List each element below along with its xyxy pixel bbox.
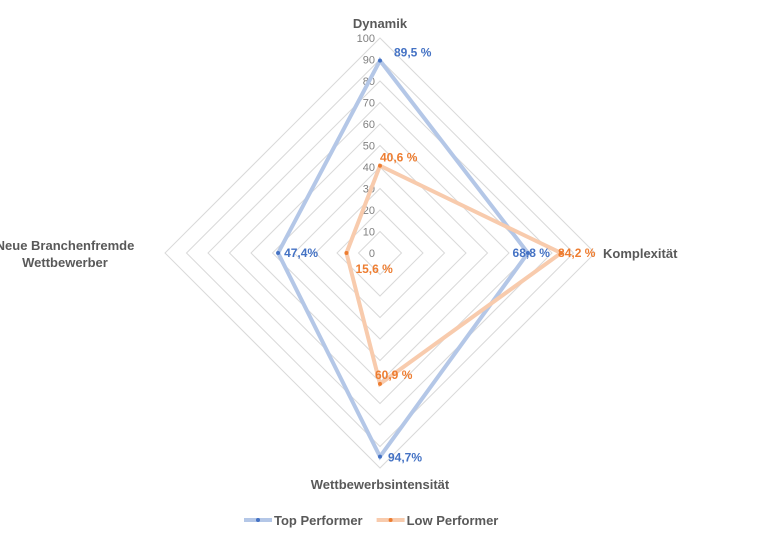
axis-label: Wettbewerbsintensität <box>311 477 450 492</box>
tick-label: 70 <box>363 98 375 110</box>
legend-marker <box>256 518 260 522</box>
data-label: 94,7% <box>388 451 422 465</box>
tick-label: 60 <box>363 119 375 131</box>
grid-ring <box>271 144 489 362</box>
series-marker <box>525 251 530 255</box>
grid-ring <box>336 209 424 297</box>
grid-ring <box>314 187 446 319</box>
grid-ring <box>357 230 403 276</box>
data-label: 84,2 % <box>558 246 596 260</box>
axis-label: Dynamik <box>353 16 408 31</box>
legend-item[interactable]: Low Performer <box>376 513 499 528</box>
legend-item[interactable]: Top Performer <box>244 513 363 528</box>
legend[interactable]: Top Performer Low Performer <box>244 513 498 528</box>
series-marker <box>559 251 564 255</box>
tick-label: 50 <box>363 141 375 153</box>
series-marker <box>378 381 382 386</box>
legend-label: Top Performer <box>274 513 363 528</box>
axis-label: Komplexität <box>603 246 678 261</box>
series-marker <box>276 251 281 255</box>
data-label: 89,5 % <box>394 46 432 60</box>
series-layer <box>275 56 565 461</box>
data-labels: 89,5 % 68,8 % 94,7% 47,4% 40,6 % 84,2 % 60,9 %… <box>284 46 596 465</box>
series-marker <box>378 163 382 168</box>
legend-marker <box>388 518 393 522</box>
data-label: 60,9 % <box>375 368 413 382</box>
tick-label: 90 <box>363 55 375 67</box>
tick-label: 100 <box>357 33 375 45</box>
data-label: 40,6 % <box>380 151 418 165</box>
data-label: 15,6 % <box>355 262 393 276</box>
axis-label: Neue Branchenfremde Wettbewerber <box>0 238 134 270</box>
grid-ring <box>228 101 532 405</box>
tick-label: 0 <box>369 248 375 260</box>
tick-label: 40 <box>363 162 375 174</box>
legend-label: Low Performer <box>407 513 499 528</box>
series-marker <box>378 58 382 63</box>
series-marker <box>378 454 382 459</box>
grid-ring <box>293 166 467 340</box>
grid-ring <box>164 37 596 469</box>
grid-ring <box>185 58 575 448</box>
data-label: 68,8 % <box>513 246 551 260</box>
series-marker <box>344 251 349 255</box>
data-label: 47,4% <box>284 246 318 260</box>
grid-ring <box>207 80 553 426</box>
tick-label: 10 <box>363 227 375 239</box>
axis-labels: Dynamik Komplexität Wettbewerbsintensität N… <box>0 16 678 492</box>
